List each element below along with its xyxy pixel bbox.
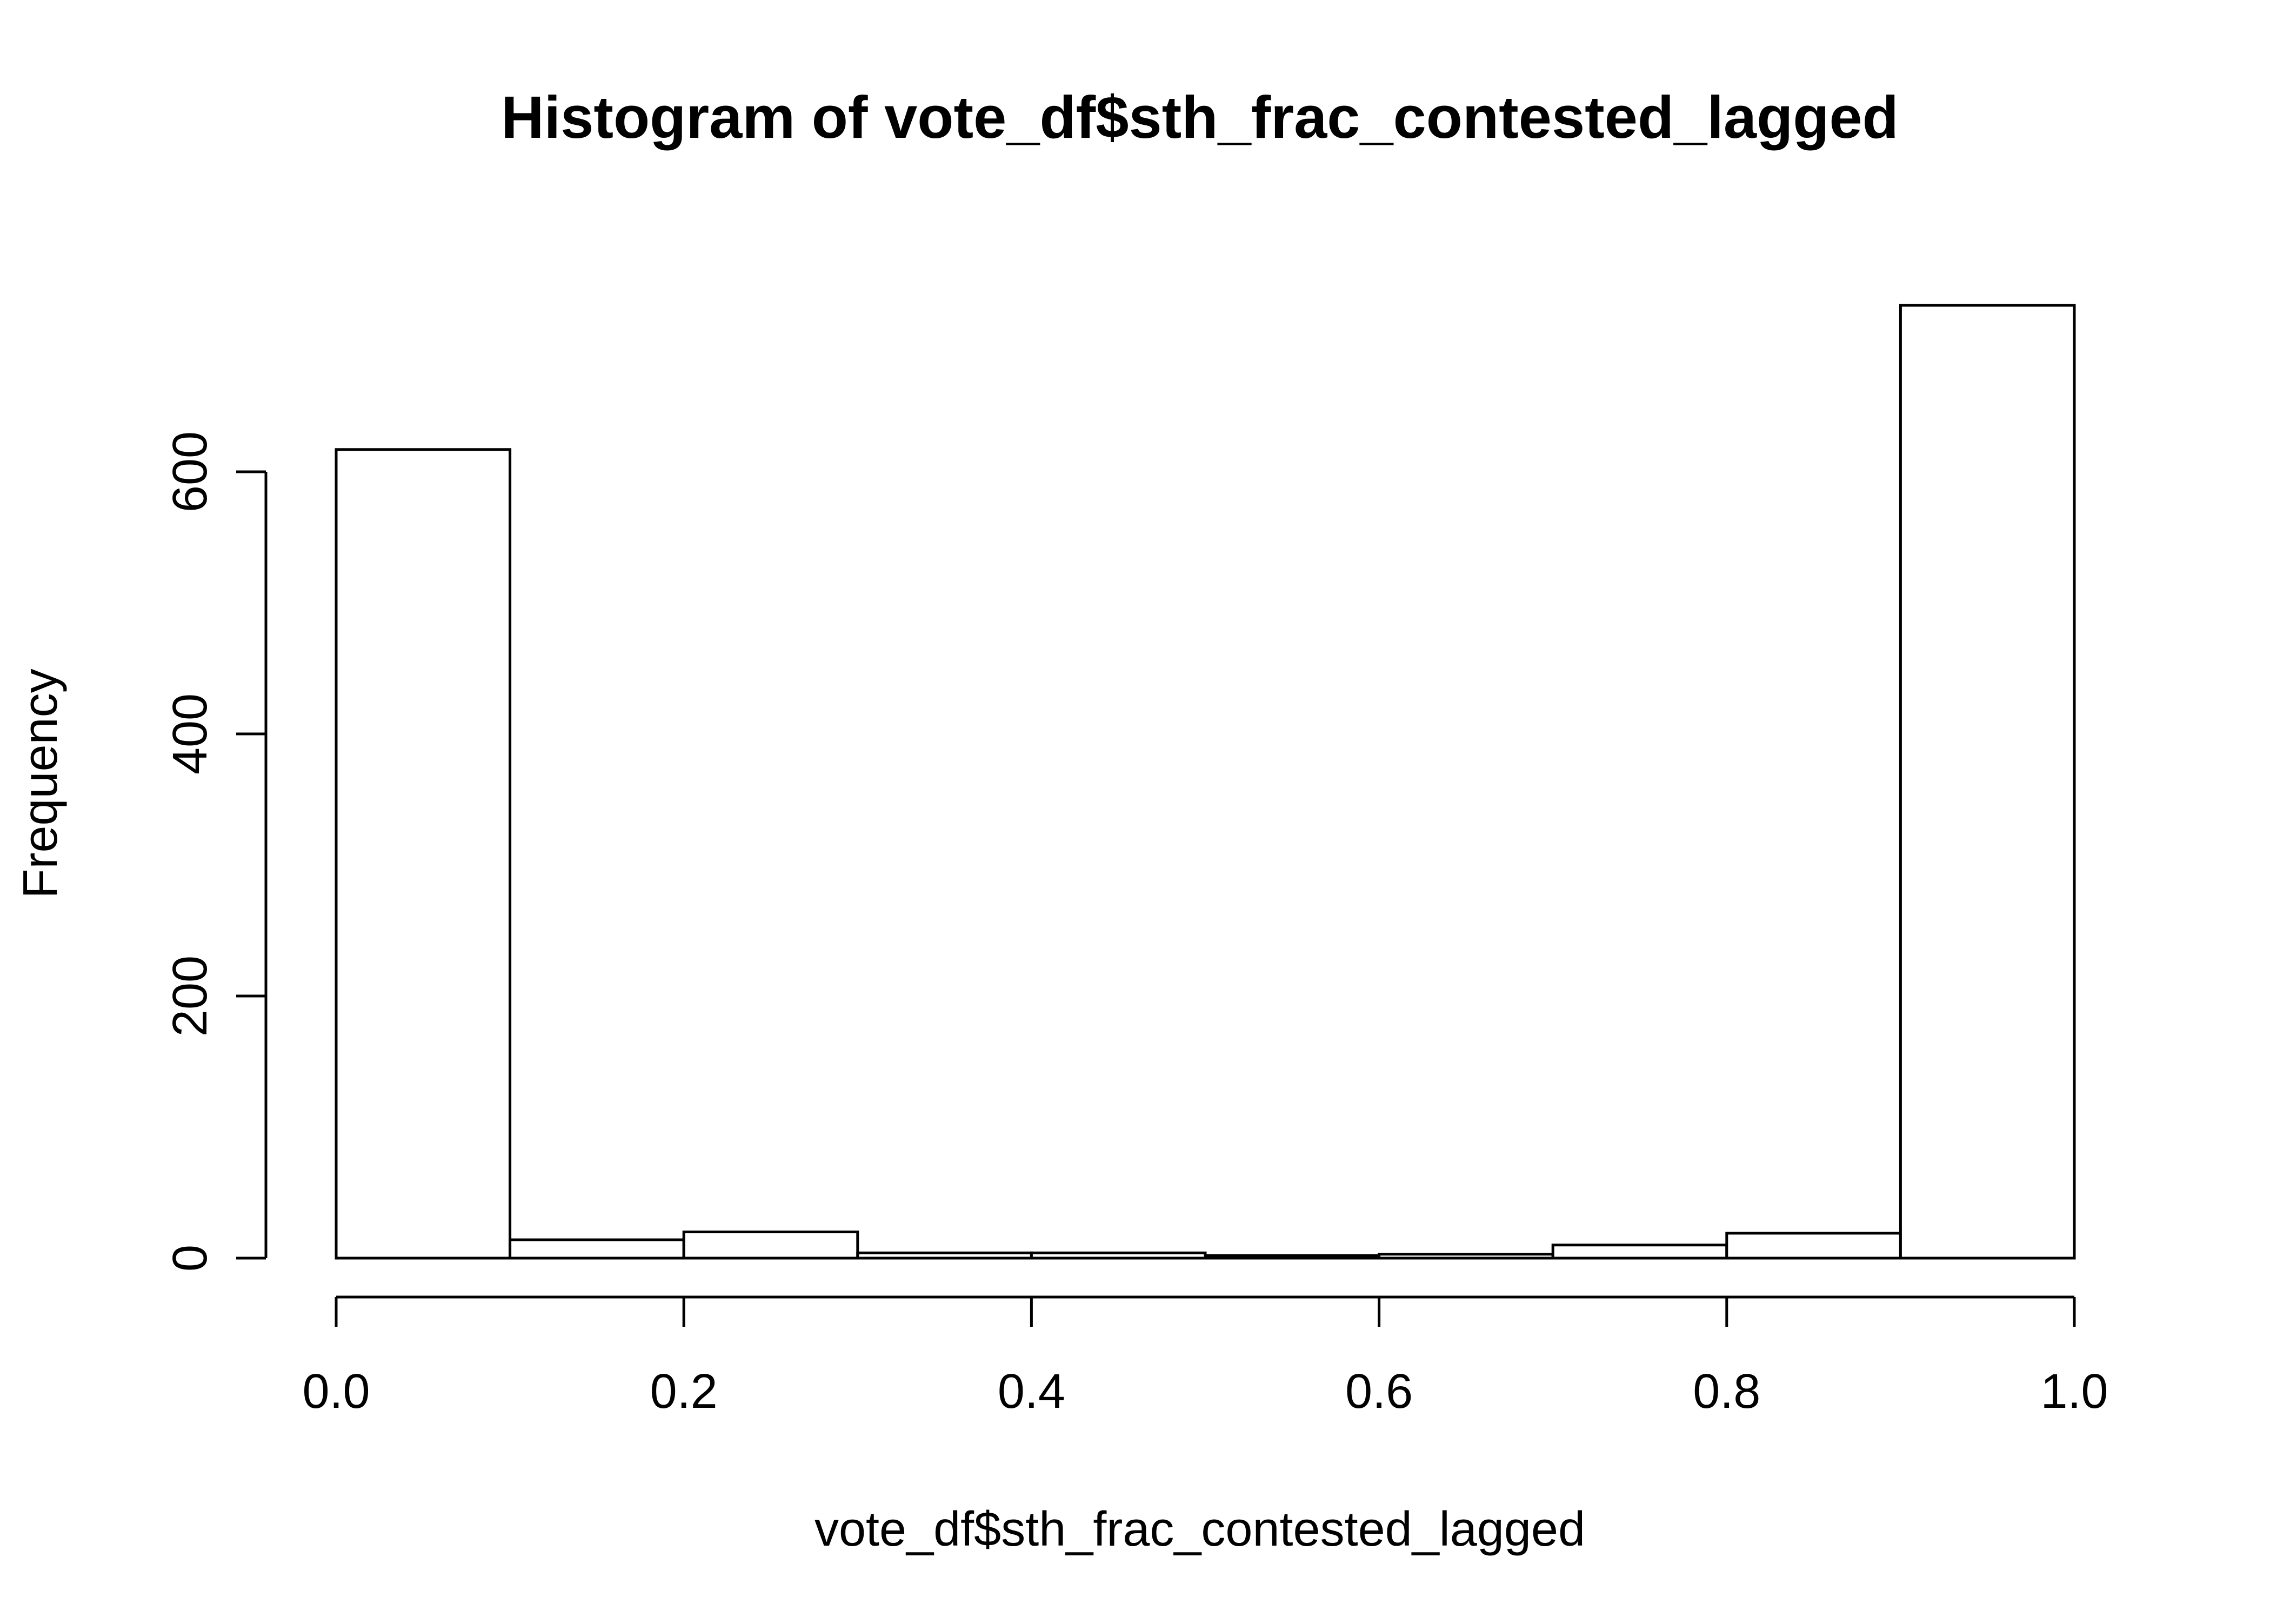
chart-title: Histogram of vote_df$sth_frac_contested_… bbox=[501, 84, 1899, 151]
histogram-bar-1 bbox=[509, 1238, 685, 1260]
x-tick-label: 0.6 bbox=[1345, 1365, 1413, 1419]
x-tick-label: 0.0 bbox=[302, 1365, 370, 1419]
y-axis-label: Frequency bbox=[14, 669, 68, 898]
histogram-bar-3 bbox=[856, 1251, 1033, 1260]
histogram-bar-7 bbox=[1551, 1244, 1728, 1260]
x-tick-label: 0.4 bbox=[998, 1365, 1065, 1419]
y-tick-label: 200 bbox=[163, 955, 217, 1037]
y-tick-label: 600 bbox=[163, 431, 217, 512]
x-axis: 0.0 0.2 0.4 0.6 0.8 1.0 bbox=[302, 1295, 2108, 1419]
histogram-bar-0 bbox=[335, 448, 512, 1260]
histogram-bar-6 bbox=[1378, 1253, 1554, 1260]
y-axis: 0 200 400 600 bbox=[163, 431, 268, 1272]
x-tick-label: 0.8 bbox=[1693, 1365, 1760, 1419]
histogram-bar-9 bbox=[1899, 304, 2076, 1260]
y-tick-label: 400 bbox=[163, 693, 217, 774]
x-tick-label: 1.0 bbox=[2040, 1365, 2108, 1419]
x-axis-label: vote_df$sth_frac_contested_lagged bbox=[814, 1502, 1585, 1556]
histogram-bar-5 bbox=[1204, 1254, 1381, 1260]
histogram-bar-8 bbox=[1725, 1232, 1902, 1260]
x-tick-label: 0.2 bbox=[650, 1365, 718, 1419]
histogram-bar-4 bbox=[1030, 1251, 1207, 1260]
y-tick-label: 0 bbox=[163, 1245, 217, 1272]
histogram-bars bbox=[335, 304, 2076, 1260]
histogram-bar-2 bbox=[682, 1230, 859, 1260]
